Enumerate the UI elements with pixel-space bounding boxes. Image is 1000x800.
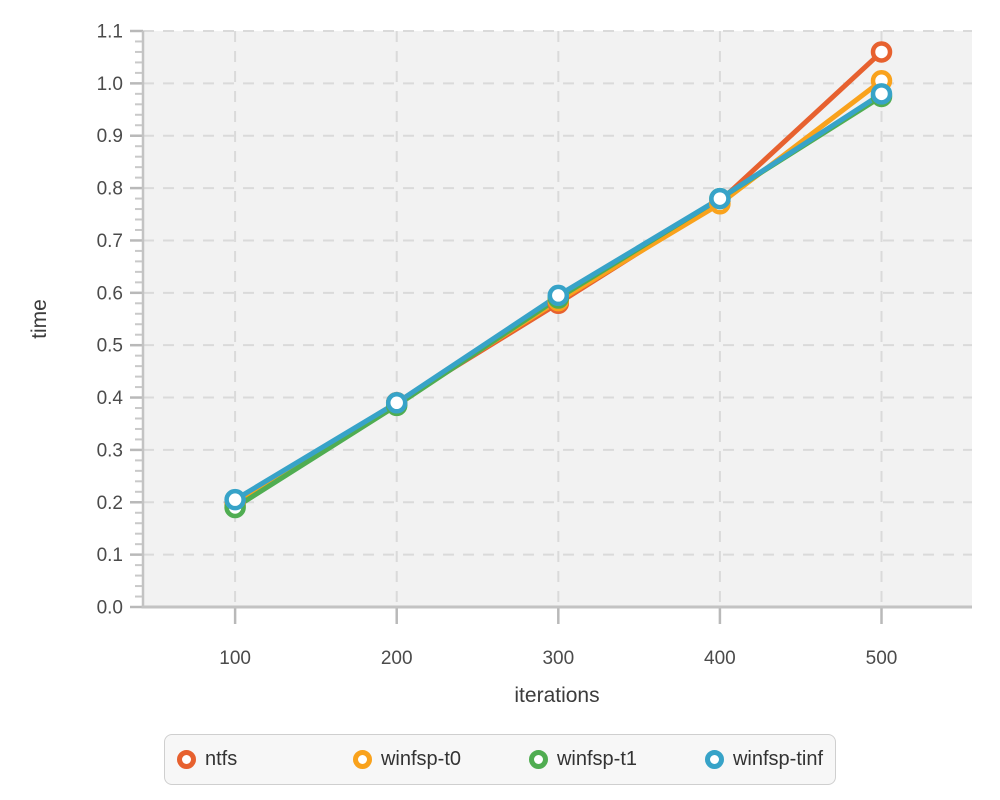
axis-ticks <box>130 29 883 624</box>
y-tick-label: 0.0 <box>97 598 123 619</box>
marker-winfsp-tinf <box>385 392 408 414</box>
y-axis-title: time <box>28 299 51 339</box>
marker-winfsp-tinf <box>224 488 246 511</box>
marker-winfsp-tinf <box>870 83 893 105</box>
y-tick-label: 0.2 <box>97 493 123 514</box>
legend-marker-icon <box>176 750 196 769</box>
legend-item-winfsp-t0[interactable]: winfsp-t0 <box>352 748 529 771</box>
x-tick-label: 100 <box>219 648 251 669</box>
y-tick-label: 1.0 <box>97 74 123 95</box>
y-tick-label: 1.1 <box>97 22 123 43</box>
marker-winfsp-tinf <box>709 187 731 210</box>
legend-label: winfsp-t1 <box>556 748 638 770</box>
legend-label: winfsp-t0 <box>380 748 462 770</box>
x-tick-label: 200 <box>381 648 413 669</box>
legend-label: ntfs <box>204 748 238 770</box>
x-tick-label: 500 <box>866 648 898 669</box>
y-tick-label: 0.9 <box>97 126 123 147</box>
x-tick-label: 300 <box>542 648 574 669</box>
x-axis-title: iterations <box>514 684 599 707</box>
legend: ntfs winfsp-t0 winfsp-t1 winfsp-tinf <box>163 734 837 785</box>
tick-labels: 0.0 0.1 0.2 0.3 0.4 0.5 0.6 0.7 0.8 0.9 1.0 1.1 100 2… <box>97 22 898 670</box>
legend-item-ntfs[interactable]: ntfs <box>176 748 353 771</box>
y-tick-label: 0.7 <box>97 231 123 252</box>
y-tick-label: 0.1 <box>97 545 123 566</box>
axis-lines <box>141 31 972 609</box>
y-tick-label: 0.8 <box>97 179 123 200</box>
y-tick-label: 0.6 <box>97 283 123 304</box>
y-tick-label: 0.3 <box>97 440 123 461</box>
legend-marker-icon <box>528 750 548 769</box>
y-tick-label: 0.4 <box>97 388 124 409</box>
legend-marker-icon <box>352 750 372 769</box>
legend-item-winfsp-tinf[interactable]: winfsp-tinf <box>704 748 824 771</box>
marker-ntfs <box>870 41 893 63</box>
data-series <box>224 41 893 519</box>
line-chart: 0.0 0.1 0.2 0.3 0.4 0.5 0.6 0.7 0.8 0.9 1.0 1.1 100 2… <box>28 22 972 707</box>
x-tick-label: 400 <box>704 648 736 669</box>
marker-winfsp-tinf <box>547 284 570 307</box>
legend-marker-icon <box>704 750 724 769</box>
legend-item-winfsp-t1[interactable]: winfsp-t1 <box>528 748 705 771</box>
y-tick-label: 0.5 <box>97 336 123 357</box>
gridlines <box>143 30 972 607</box>
legend-label: winfsp-tinf <box>732 748 824 770</box>
